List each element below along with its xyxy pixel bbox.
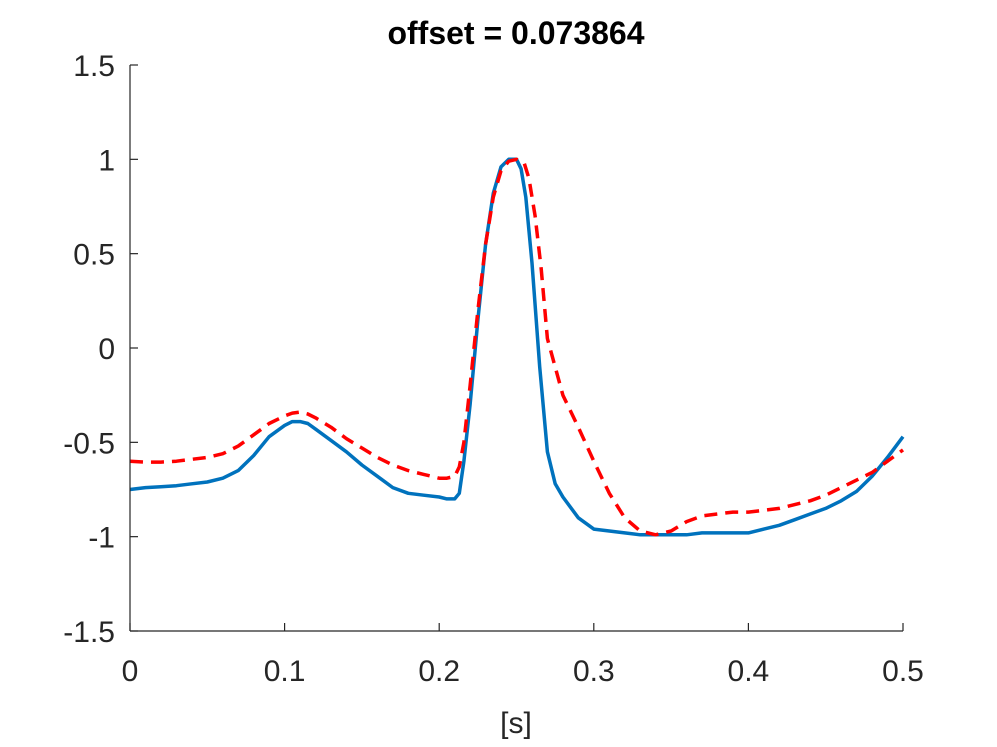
axes [129,64,904,632]
x-tick-label: 0.2 [418,655,460,688]
y-tick-label: -1.5 [63,616,115,649]
y-tick-label: -1 [88,522,115,555]
y-tick-label: 0.5 [73,239,115,272]
x-tick-label: 0.5 [882,655,924,688]
x-tick-label: 0 [122,655,139,688]
y-tick-label: 0 [98,333,115,366]
series-0-line [129,157,905,537]
y-tick-label: -0.5 [63,427,115,460]
plot-lines [129,157,905,537]
x-tick-label: 0.4 [728,655,770,688]
x-tick-label: 0.1 [264,655,306,688]
tick-labels: 0 0.1 0.2 0.3 0.4 0.5 -1.5 -1 -0.5 0 0.5 1 1.5 [63,50,924,688]
y-tick-label: 1.5 [73,50,115,83]
chart-title: offset = 0.073864 [387,15,644,51]
x-tick-label: 0.3 [573,655,615,688]
x-axis-label: [s] [500,707,532,740]
y-tick-label: 1 [98,144,115,177]
